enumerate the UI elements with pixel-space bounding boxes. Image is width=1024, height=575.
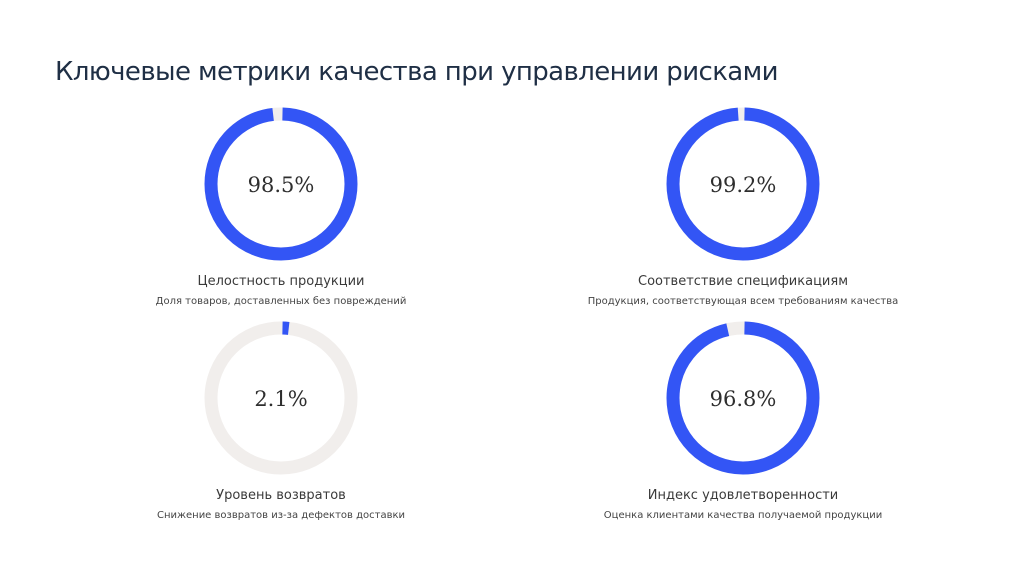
metric-description: Оценка клиентами качества получаемой про…	[603, 510, 883, 521]
progress-ring: 98.5%	[204, 107, 358, 261]
metric-card-satisfaction-index: 96.8% Индекс удовлетворенности Оценка кл…	[543, 318, 943, 523]
metric-label: Уровень возвратов	[216, 488, 346, 503]
progress-ring: 2.1%	[204, 321, 358, 475]
metric-card-product-integrity: 98.5% Целостность продукции Доля товаров…	[81, 104, 481, 309]
metric-description: Снижение возвратов из-за дефектов достав…	[156, 510, 406, 521]
ring-value-label: 99.2%	[710, 173, 777, 197]
metric-label: Целостность продукции	[197, 274, 365, 289]
ring-value-label: 96.8%	[710, 387, 777, 411]
page-title: Ключевые метрики качества при управлении…	[55, 57, 779, 87]
metric-card-return-rate: 2.1% Уровень возвратов Снижение возврато…	[81, 318, 481, 523]
metric-description: Доля товаров, доставленных без поврежден…	[155, 296, 407, 307]
ring-progress-arc	[666, 107, 820, 261]
metric-description: Продукция, соответствующая всем требован…	[587, 296, 899, 307]
metric-card-spec-compliance: 99.2% Соответствие спецификациям Продукц…	[543, 104, 943, 309]
metric-label: Индекс удовлетворенности	[647, 488, 839, 503]
ring-value-label: 2.1%	[254, 387, 307, 411]
ring-progress-arc	[666, 321, 820, 475]
ring-value-label: 98.5%	[248, 173, 315, 197]
ring-progress-arc	[204, 107, 358, 261]
metric-label: Соответствие спецификациям	[638, 274, 848, 289]
progress-ring: 99.2%	[666, 107, 820, 261]
progress-ring: 96.8%	[666, 321, 820, 475]
ring-track	[204, 321, 358, 475]
